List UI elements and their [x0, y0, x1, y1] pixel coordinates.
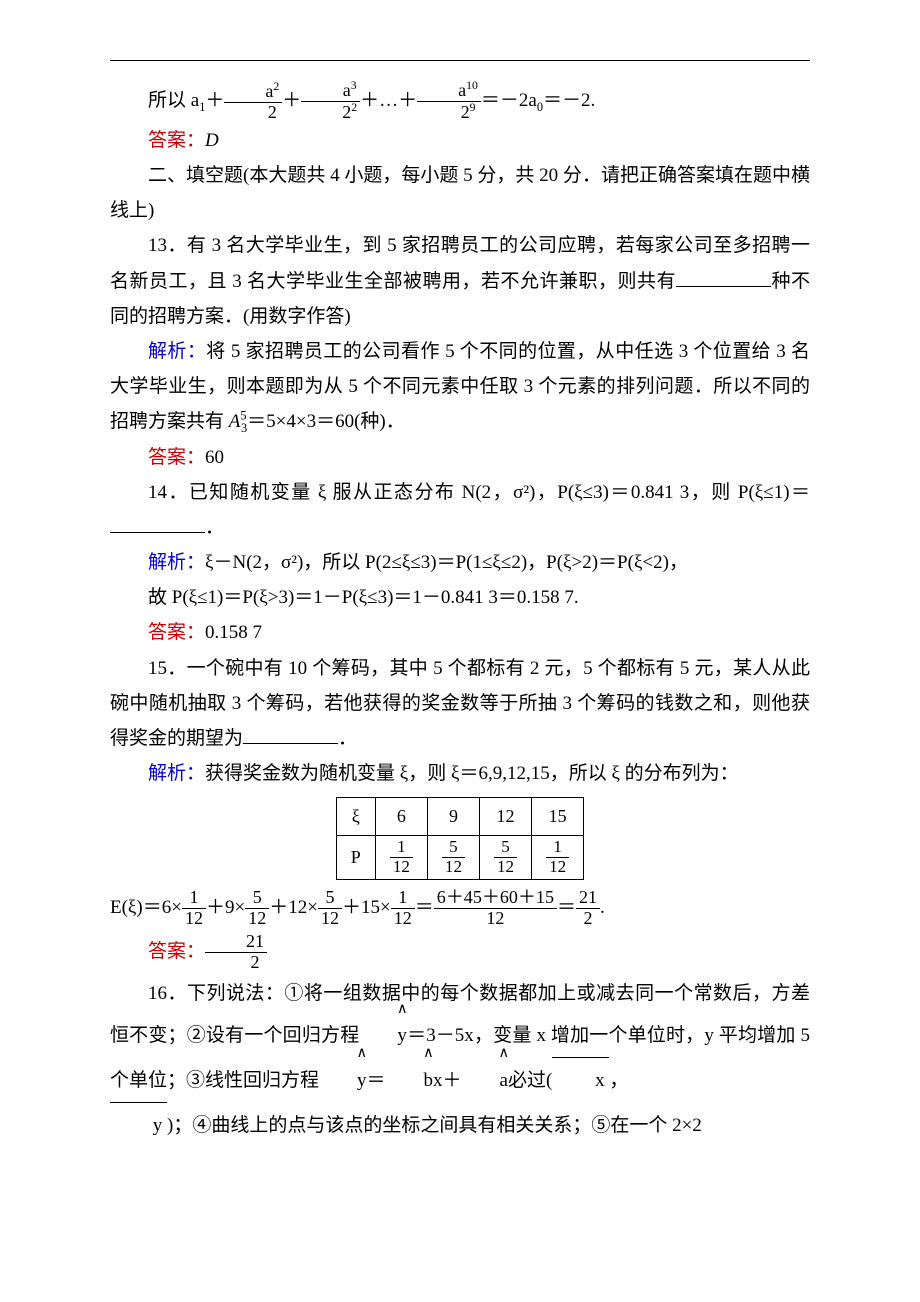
top-rule: [110, 60, 810, 61]
answer-label: 答案：: [148, 130, 205, 151]
answer-top: 答案：D: [110, 123, 810, 158]
q14-text-a: 14．已知随机变量 ξ 服从正态分布 N(2，σ²)，P(ξ≤3)＝0.841 …: [148, 482, 810, 503]
q16-d: x＋: [433, 1070, 462, 1091]
section-2-heading: 二、填空题(本大题共 4 小题，每小题 5 分，共 20 分．请把正确答案填在题…: [110, 158, 810, 228]
answer-label: 答案：: [148, 941, 205, 962]
q16-g: )；④曲线上的点与该点的坐标之间具有相关关系；⑤在一个 2×2: [167, 1115, 702, 1136]
table-cell: ξ: [336, 798, 375, 836]
jiexi-label: 解析：: [148, 763, 205, 784]
answer-label: 答案：: [148, 622, 205, 643]
table-cell: 512: [480, 836, 532, 880]
blank: [676, 265, 771, 287]
table-cell: 112: [532, 836, 584, 880]
q15-answer: 答案：212: [110, 930, 810, 974]
table-cell: 112: [375, 836, 427, 880]
table-cell: P: [336, 836, 375, 880]
q14-text-b: ．: [205, 517, 224, 538]
q13-ans-value: 60: [205, 447, 224, 468]
y-hat: y: [319, 1060, 367, 1102]
q14-answer: 答案：0.158 7: [110, 615, 810, 650]
q15-sol-intro: 解析：获得奖金数为随机变量 ξ，则 ξ＝6,9,12,15，所以 ξ 的分布列为…: [110, 756, 810, 791]
q15-sol-intro-text: 获得奖金数为随机变量 ξ，则 ξ＝6,9,12,15，所以 ξ 的分布列为：: [205, 763, 739, 784]
table-cell: 15: [532, 798, 584, 836]
table-row: P 112 512 512 112: [336, 836, 583, 880]
q16-f: ，: [609, 1070, 628, 1091]
x-bar: x: [552, 1057, 609, 1102]
q15-stem: 15．一个碗中有 10 个筹码，其中 5 个都标有 2 元，5 个都标有 5 元…: [110, 651, 810, 756]
q16-c: ＝: [367, 1070, 386, 1091]
answer-label: 答案：: [148, 447, 205, 468]
table-cell: 6: [375, 798, 427, 836]
blank: [243, 722, 338, 744]
distribution-table: ξ 6 9 12 15 P 112 512 512 112: [336, 797, 584, 880]
page: 所以 a1＋a22＋a322＋…＋a1029＝－2a0＝－2. 答案：D 二、填…: [0, 0, 920, 1302]
q15-text-a: 15．一个碗中有 10 个筹码，其中 5 个都标有 2 元，5 个都标有 5 元…: [110, 658, 810, 749]
q14-stem: 14．已知随机变量 ξ 服从正态分布 N(2，σ²)，P(ξ≤3)＝0.841 …: [110, 475, 810, 545]
q16-stem: 16．下列说法：①将一组数据中的每个数据都加上或减去同一个常数后，方差恒不变；②…: [110, 973, 810, 1146]
q13-sol-text: 将 5 家招聘员工的公司看作 5 个不同的位置，从中任选 3 个位置给 3 名大…: [110, 341, 810, 432]
q13-solution: 解析：将 5 家招聘员工的公司看作 5 个不同的位置，从中任选 3 个位置给 3…: [110, 334, 810, 440]
q16-e: 必过(: [508, 1070, 552, 1091]
table-cell: 512: [427, 836, 479, 880]
a-hat: a: [462, 1060, 508, 1102]
q13-stem: 13．有 3 名大学毕业生，到 5 家招聘员工的公司应聘，若每家公司至多招聘一名…: [110, 228, 810, 333]
y-bar: y: [110, 1102, 167, 1147]
q14-sol1-text: ξ－N(2，σ²)，所以 P(2≤ξ≤3)＝P(1≤ξ≤2)，P(ξ>2)＝P(…: [205, 552, 688, 573]
jiexi-label: 解析：: [148, 552, 205, 573]
q14-ans-value: 0.158 7: [205, 622, 262, 643]
q14-solution-2: 故 P(ξ≤1)＝P(ξ>3)＝1－P(ξ≤3)＝1－0.841 3＝0.158…: [110, 580, 810, 615]
table-cell: 12: [480, 798, 532, 836]
q15-expectation: E(ξ)＝6×112＋9×512＋12×512＋15×112＝6＋45＋60＋1…: [110, 886, 810, 930]
equation-line: 所以 a1＋a22＋a322＋…＋a1029＝－2a0＝－2.: [110, 79, 810, 123]
b-hat: b: [386, 1060, 434, 1102]
q14-solution-1: 解析：ξ－N(2，σ²)，所以 P(2≤ξ≤3)＝P(1≤ξ≤2)，P(ξ>2)…: [110, 545, 810, 580]
jiexi-label: 解析：: [148, 341, 206, 362]
q15-text-b: ．: [338, 728, 357, 749]
blank: [110, 511, 205, 533]
table-cell: 9: [427, 798, 479, 836]
table-row: ξ 6 9 12 15: [336, 798, 583, 836]
answer-value: D: [205, 130, 219, 151]
q13-answer: 答案：60: [110, 440, 810, 475]
q15-ans-value: 212: [205, 932, 267, 973]
